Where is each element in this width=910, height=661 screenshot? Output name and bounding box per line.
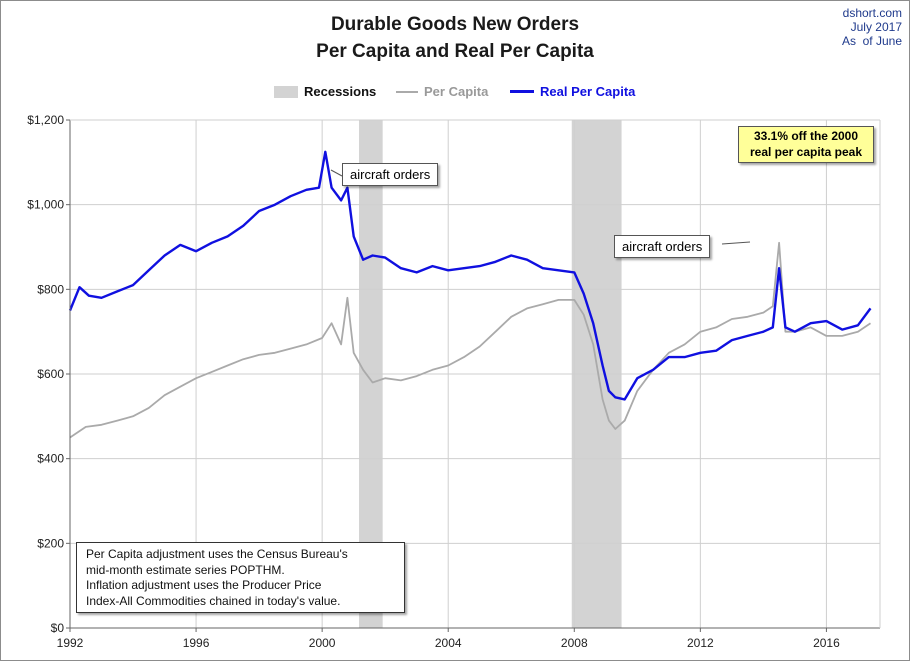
peak-annotation-line-2: real per capita peak xyxy=(749,145,863,159)
y-tick-label: $1,200 xyxy=(27,113,64,127)
y-tick-label: $800 xyxy=(37,282,64,296)
source-site: dshort.com xyxy=(842,6,902,20)
note-line-3: Inflation adjustment uses the Producer P… xyxy=(86,578,322,592)
legend-item-real-per-capita: Real Per Capita xyxy=(510,84,635,99)
series-line-per-capita xyxy=(69,241,872,439)
callout-pointer-1 xyxy=(330,169,343,177)
x-tick-label: 2008 xyxy=(561,636,588,650)
x-tick-label: 1996 xyxy=(183,636,210,650)
aircraft-orders-callout-2: aircraft orders xyxy=(614,235,711,258)
source-as-of: As of June xyxy=(841,34,902,48)
legend: Recessions Per Capita Real Per Capita xyxy=(0,84,910,102)
series-lines xyxy=(68,150,872,439)
legend-swatch-per-capita xyxy=(396,90,418,93)
callout-pointer-2 xyxy=(721,241,751,245)
x-tick-label: 2012 xyxy=(687,636,714,650)
aircraft-orders-callout-1: aircraft orders xyxy=(342,163,439,186)
x-tick-labels: 1992 1996 2000 2004 2008 2012 2016 xyxy=(57,636,840,650)
y-tick-labels: $0 $200 $400 $600 $800 $1,000 $1,200 xyxy=(27,113,64,635)
x-tick-label: 2000 xyxy=(309,636,336,650)
legend-swatch-recessions xyxy=(274,85,298,98)
y-tick-label: $400 xyxy=(37,452,64,466)
x-tick-label: 2016 xyxy=(813,636,840,650)
y-tick-label: $200 xyxy=(37,536,64,550)
source-credit: dshort.com July 2017 As of June xyxy=(842,6,902,48)
y-tick-label: $1,000 xyxy=(27,198,64,212)
note-line-2: mid-month estimate series POPTHM. xyxy=(86,562,285,577)
chart-title: Durable Goods New Orders xyxy=(330,14,580,35)
legend-item-per-capita: Per Capita xyxy=(396,84,488,99)
legend-label-per-capita: Per Capita xyxy=(424,84,489,99)
series-line-real-per-capita xyxy=(68,150,872,401)
legend-swatch-real-per-capita xyxy=(510,90,534,93)
x-tick-label: 2004 xyxy=(435,636,462,650)
methodology-note: Per Capita adjustment uses the Census Bu… xyxy=(76,542,405,613)
legend-item-recessions: Recessions xyxy=(274,84,376,99)
y-tick-label: $600 xyxy=(37,367,64,381)
note-line-4: Index-All Commodities chained in today's… xyxy=(86,593,341,608)
axes xyxy=(69,119,881,629)
peak-annotation-line-1: 33.1% off the 2000 xyxy=(753,129,859,143)
source-date: July 2017 xyxy=(850,20,902,34)
y-tick-label: $0 xyxy=(51,621,65,635)
peak-annotation: 33.1% off the 2000 real per capita peak xyxy=(738,126,874,163)
legend-label-real-per-capita: Real Per Capita xyxy=(540,84,636,99)
chart-subtitle: Per Capita and Real Per Capita xyxy=(316,41,594,62)
legend-label-recessions: Recessions xyxy=(304,84,377,99)
note-line-1: Per Capita adjustment uses the Census Bu… xyxy=(86,547,348,561)
x-tick-label: 1992 xyxy=(57,636,84,650)
